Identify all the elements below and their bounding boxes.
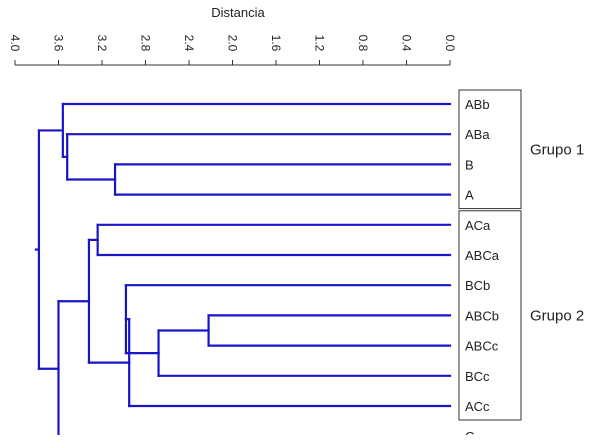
- axis-tick-label: 3.6: [52, 35, 66, 52]
- axis-tick-label: 1.6: [269, 35, 283, 52]
- axis-tick-label: 1.2: [313, 35, 327, 52]
- leaf-label: ACc: [465, 399, 490, 414]
- leaf-label: ABa: [465, 127, 490, 142]
- group-label: Grupo 1: [530, 141, 584, 158]
- group-box: [458, 210, 522, 421]
- leaf-label: A: [465, 188, 474, 203]
- axis-tick-label: 0.0: [443, 35, 457, 52]
- leaf-label: BCb: [465, 278, 490, 293]
- leaf-label: ACa: [465, 218, 491, 233]
- axis-title: Distancia: [211, 5, 265, 20]
- leaf-label: B: [465, 157, 474, 172]
- group-label: Grupo 2: [530, 307, 584, 324]
- axis-tick-label: 2.8: [139, 35, 153, 52]
- axis-tick-label: 0.4: [400, 35, 414, 52]
- axis-tick-label: 2.4: [182, 35, 196, 52]
- axis-tick-label: 3.2: [95, 35, 109, 52]
- leaf-label: ABCc: [465, 339, 499, 354]
- axis-tick-label: 4.0: [8, 35, 22, 52]
- leaf-label: ABCb: [465, 308, 499, 323]
- leaf-label: ABCa: [465, 248, 500, 263]
- leaf-label: C: [465, 429, 474, 435]
- group-box: [458, 89, 522, 210]
- leaf-label: BCc: [465, 369, 490, 384]
- axis-tick-label: 0.8: [356, 35, 370, 52]
- axis-tick-label: 2.0: [226, 35, 240, 52]
- leaf-label: ABb: [465, 97, 490, 112]
